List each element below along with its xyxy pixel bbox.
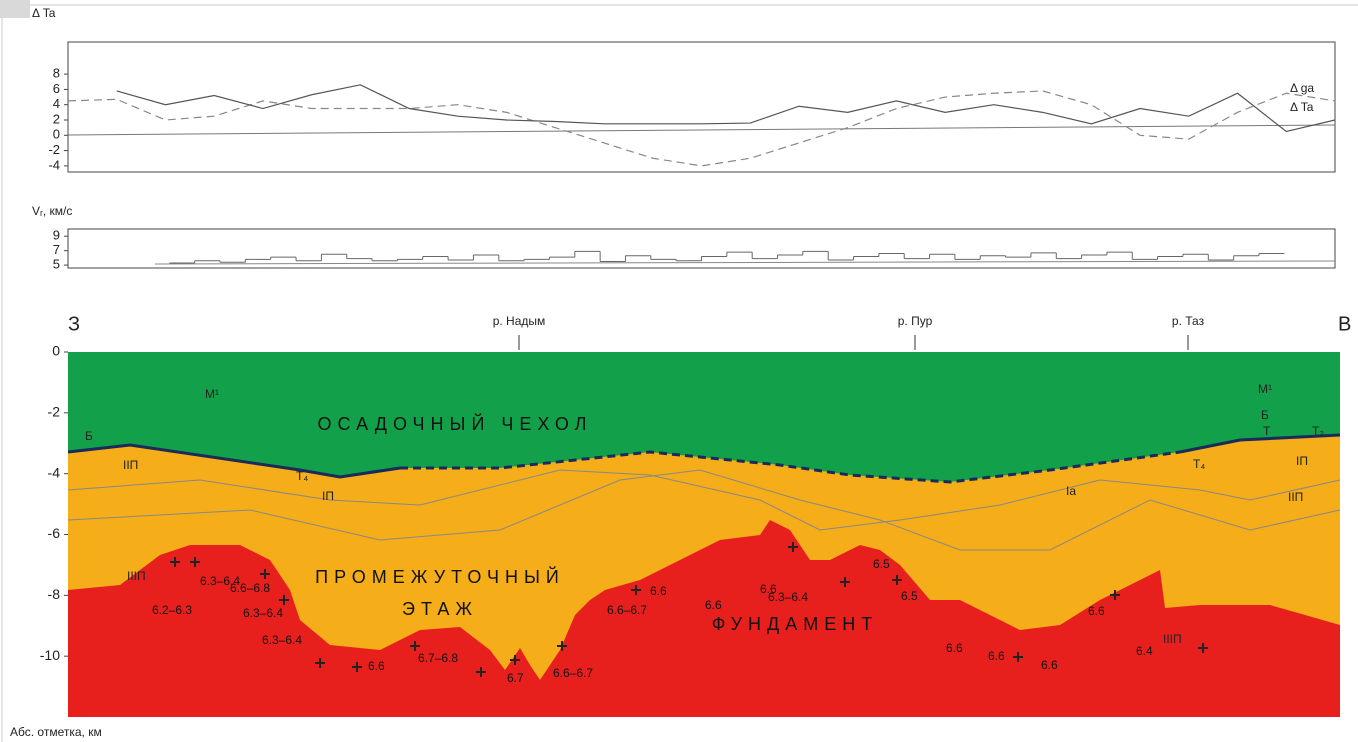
label: р. Таз — [1172, 314, 1205, 328]
velocity-label: 6.5 — [873, 557, 890, 571]
label: М¹ — [205, 387, 219, 401]
label: IП — [322, 489, 334, 503]
label: Т₄ — [1193, 457, 1205, 471]
y-tick-label: -6 — [48, 525, 61, 541]
velocity-label: 6.6 — [705, 598, 722, 612]
series-line — [116, 84, 1336, 133]
label: IIIП — [1163, 632, 1182, 646]
label: р. Надым — [493, 314, 546, 328]
velocity-label: 6.6 — [760, 582, 777, 596]
velocity-label: 6.6 — [988, 649, 1005, 663]
velocity-panel: Vᵣ, км/с — [32, 204, 1336, 269]
velocity-label: 6.6–6.7 — [553, 666, 593, 680]
velocity-label: 6.2–6.3 — [152, 603, 192, 617]
basement-layer — [68, 520, 1340, 717]
boundary — [1179, 433, 1341, 454]
reflector — [67, 469, 1341, 531]
label: Т — [1263, 424, 1271, 438]
y-tick-label: -2 — [48, 142, 60, 157]
label: М¹ — [1258, 382, 1272, 396]
velocity-label: 6.6 — [1041, 658, 1058, 672]
velocity-label: 6.6–6.8 — [230, 581, 270, 595]
frame — [67, 41, 1336, 173]
label: р. Пур — [898, 314, 933, 328]
velocity-label: 6.6–6.7 — [607, 603, 647, 617]
label: ОСАДОЧНЫЙ ЧЕХОЛ — [318, 413, 593, 434]
label: ФУНДАМЕНТ — [712, 614, 879, 634]
y-tick-label: 6 — [53, 81, 60, 96]
label: IIIП — [127, 569, 146, 583]
boundary — [67, 443, 401, 479]
velocity-label: 6.6 — [1088, 604, 1105, 618]
label: Б — [85, 429, 93, 443]
y-label: Δ Ta — [32, 6, 56, 20]
velocity-label: 6.3–6.4 — [262, 633, 302, 647]
y-tick-label: 5 — [53, 257, 60, 272]
cross-marks — [170, 542, 1208, 677]
series-line — [67, 90, 1336, 167]
velocity-label: 6.7 — [507, 671, 524, 685]
reflector — [67, 469, 1341, 551]
label: В — [1338, 313, 1351, 335]
y-tick-label: 0 — [53, 127, 60, 142]
anomaly-panel: Δ Ta — [32, 6, 1336, 173]
velocity-label: 6.7–6.8 — [418, 651, 458, 665]
label: IIП — [123, 458, 138, 472]
reference-line — [67, 124, 1336, 136]
y-tick-label: 4 — [53, 96, 60, 111]
velocity-label: 6.6 — [368, 659, 385, 673]
label: Т₂ — [1312, 424, 1324, 438]
y-tick-label: 7 — [53, 242, 60, 257]
label: IIП — [1288, 490, 1303, 504]
label: IП — [1296, 454, 1308, 468]
velocity-label: 6.3–6.4 — [768, 590, 808, 604]
velocity-label: 6.3–6.4 — [243, 606, 283, 620]
y-tick-label: -10 — [40, 647, 60, 663]
frame — [67, 228, 1336, 269]
y-label: Абс. отметка, км — [10, 725, 102, 739]
label: З — [68, 313, 80, 335]
legend-label: Δ ga — [1290, 81, 1314, 95]
section-panel: Абс. отметка, км З В р. Надым р. Пур р. … — [10, 313, 1351, 739]
label: ЭТАЖ — [402, 599, 478, 619]
crosses — [170, 542, 1208, 677]
sedimentary-layer — [68, 352, 1340, 482]
reference-line — [154, 260, 1336, 265]
y-tick-label: -2 — [48, 404, 61, 420]
y-tick-label: 8 — [53, 66, 60, 81]
label: Б — [1261, 408, 1269, 422]
y-tick-label: -8 — [48, 586, 61, 602]
y-tick-label: 2 — [53, 111, 60, 126]
velocity-label: 6.5 — [901, 589, 918, 603]
y-tick-label: 0 — [52, 343, 60, 359]
velocity-label: 6.6 — [946, 641, 963, 655]
legend-label: Δ Ta — [1290, 100, 1314, 114]
label: Ia — [1066, 484, 1076, 498]
velocity-label: 6.6 — [650, 584, 667, 598]
y-tick-label: 9 — [53, 228, 60, 243]
boundary-dashed — [400, 450, 1181, 484]
y-tick-label: -4 — [48, 464, 61, 480]
y-tick-label: -4 — [48, 157, 60, 172]
y-label: Vᵣ, км/с — [32, 204, 72, 218]
velocity-label: 6.4 — [1136, 644, 1153, 658]
label: ПРОМЕЖУТОЧНЫЙ — [315, 566, 565, 587]
label: Т₄ — [296, 469, 308, 483]
velocity-label: 6.3–6.4 — [200, 574, 240, 588]
corner-tab — [0, 0, 30, 18]
